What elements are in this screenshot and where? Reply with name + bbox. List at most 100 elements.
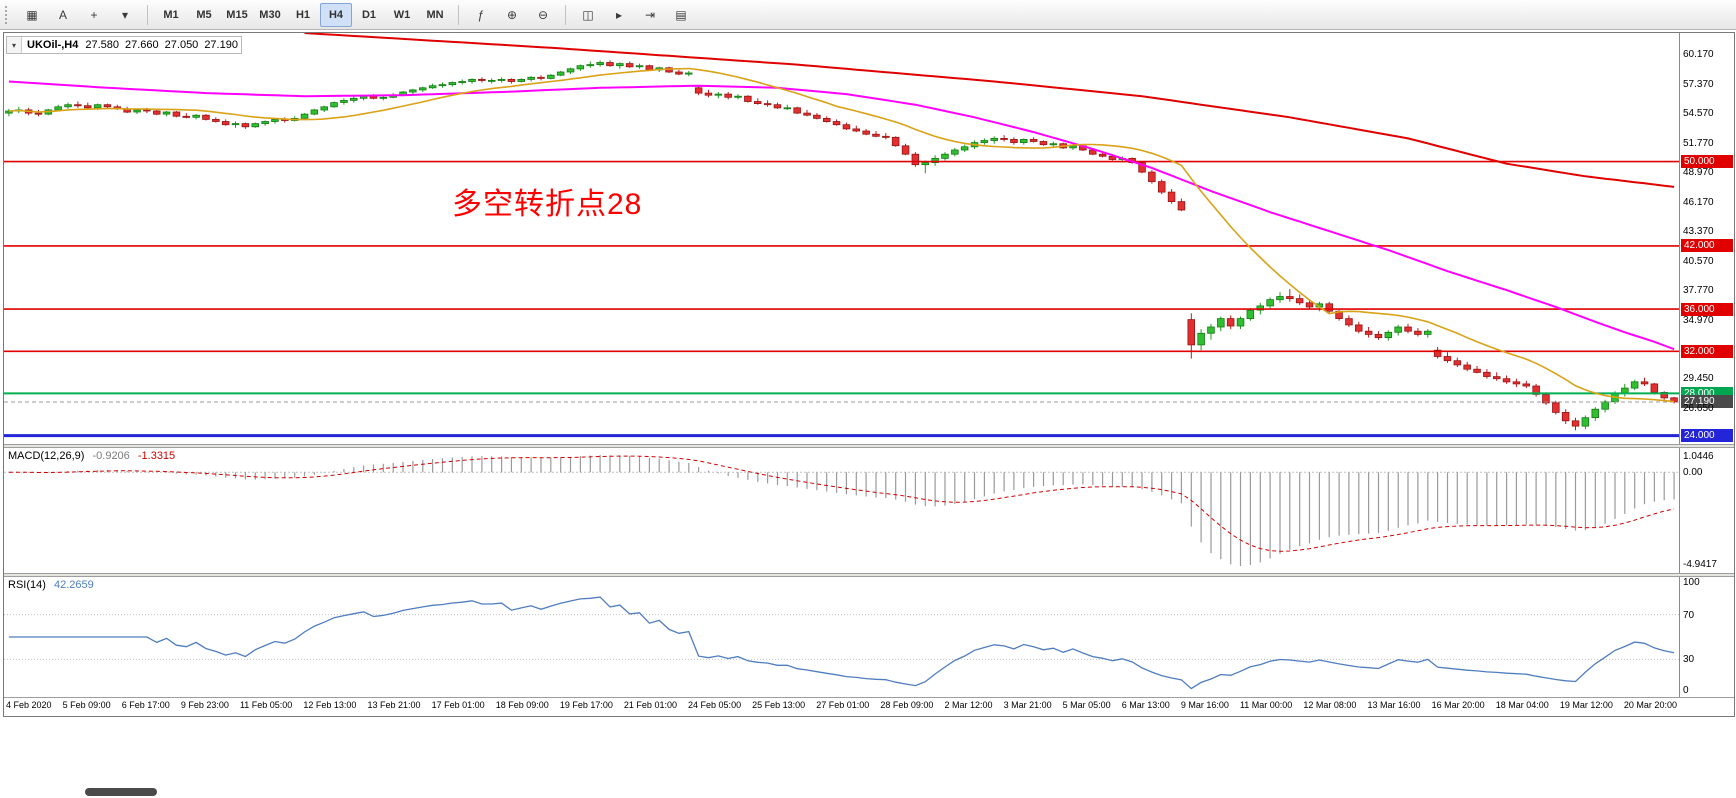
time-label: 19 Mar 12:00: [1559, 700, 1613, 710]
crosshair-tool-button[interactable]: +: [90, 7, 98, 22]
candle-body: [418, 87, 427, 91]
timeframe-d1-button[interactable]: D1: [361, 8, 377, 21]
chevron-down-icon[interactable]: ▾: [7, 37, 22, 53]
price-tick: 57.370: [1683, 78, 1714, 90]
timeframe-h4-button[interactable]: H4: [320, 2, 352, 27]
macd-axis[interactable]: 1.0446 0.00 -4.9417: [1679, 448, 1734, 573]
candle-body: [241, 123, 250, 128]
time-label: 28 Feb 09:00: [880, 700, 934, 710]
rsi-axis[interactable]: 100 70 30 0: [1679, 577, 1734, 697]
panel-splitter[interactable]: [4, 573, 1734, 577]
macd-chart-svg[interactable]: [4, 448, 1679, 573]
candle-body: [1177, 201, 1186, 211]
candle-body: [1414, 330, 1422, 335]
candle-body: [1020, 139, 1028, 144]
candle-body: [556, 71, 565, 76]
candle-body: [1217, 318, 1225, 328]
time-label: 19 Feb 17:00: [559, 700, 613, 710]
candle-body: [1493, 376, 1501, 380]
time-label: 6 Mar 13:00: [1121, 700, 1170, 710]
candle-body: [1552, 402, 1560, 413]
rsi-chart-svg[interactable]: [4, 577, 1679, 697]
price-tick: 40.570: [1683, 255, 1714, 267]
timeframe-m30-button[interactable]: M30: [259, 8, 281, 21]
candle-body: [1000, 138, 1008, 140]
candle-body: [428, 85, 437, 89]
candle-body: [813, 114, 821, 119]
candle-body: [231, 123, 240, 126]
candle-body: [931, 158, 939, 164]
candle-body: [1138, 162, 1146, 173]
templates-button[interactable]: ▤: [675, 7, 687, 22]
candle-body: [527, 76, 535, 80]
candle-body: [783, 107, 792, 110]
candle-body: [1098, 153, 1107, 157]
toolbar: ▦ A + ▾ M1 M5 M15 M30 H1 H4 D1 W1 MN ƒ ⊕…: [0, 0, 1736, 30]
time-label: 6 Feb 17:00: [121, 700, 170, 710]
time-label: 12 Mar 08:00: [1303, 700, 1357, 710]
candle-body: [162, 111, 171, 115]
zoom-in-button[interactable]: ⊕: [506, 7, 518, 22]
candle-body: [911, 153, 920, 166]
rsi-label: RSI(14) 42.2659: [8, 579, 94, 591]
candle-body: [64, 104, 72, 108]
candle-body: [754, 101, 762, 104]
candle-body: [1364, 330, 1373, 335]
candle-body: [192, 114, 200, 118]
price-tick: 60.170: [1683, 49, 1714, 61]
candle-body: [1443, 356, 1452, 362]
price-level-label: 27.190: [1681, 395, 1733, 409]
panel-splitter[interactable]: [4, 444, 1734, 448]
candle-body: [172, 111, 181, 117]
timeframe-m15-button[interactable]: M15: [226, 8, 248, 21]
time-label: 25 Feb 13:00: [752, 700, 806, 710]
timeframe-m1-button[interactable]: M1: [163, 8, 179, 21]
time-label: 21 Feb 01:00: [623, 700, 677, 710]
text-label-tool-button[interactable]: A: [58, 7, 67, 22]
time-label: 27 Feb 01:00: [816, 700, 870, 710]
toolbar-handle[interactable]: [5, 5, 11, 24]
indicators-button[interactable]: ƒ: [477, 7, 485, 22]
timeframe-h1-button[interactable]: H1: [295, 8, 311, 21]
timeframe-m5-button[interactable]: M5: [196, 8, 212, 21]
candle-body: [685, 72, 693, 75]
line-studies-dropdown[interactable]: ▾: [121, 7, 129, 22]
price-chart-svg[interactable]: [4, 33, 1679, 444]
time-label: 16 Mar 20:00: [1431, 700, 1485, 710]
price-level-label: 36.000: [1681, 302, 1733, 316]
macd-axis-max: 1.0446: [1683, 451, 1714, 462]
candle-body: [1473, 368, 1481, 373]
candle-body: [1256, 305, 1265, 311]
chart-shift-button[interactable]: ⇥: [644, 7, 656, 22]
candle-body: [980, 140, 989, 143]
scrollbar-thumb[interactable]: [85, 788, 157, 796]
candle-body: [487, 80, 496, 82]
candle-body: [340, 100, 348, 103]
price-tick: 48.970: [1683, 167, 1714, 179]
macd-axis-min: -4.9417: [1683, 559, 1717, 570]
candle-body: [261, 121, 269, 124]
candle-body: [645, 65, 654, 71]
time-label: 11 Feb 05:00: [239, 700, 293, 710]
candle-body: [202, 114, 210, 120]
auto-scroll-button[interactable]: ▸: [615, 7, 623, 22]
candle-body: [1246, 309, 1255, 320]
candle-body: [1601, 401, 1609, 410]
zoom-out-button[interactable]: ⊖: [537, 7, 549, 22]
candle-body: [1236, 318, 1245, 327]
price-level-label: 42.000: [1681, 239, 1733, 253]
candle-body: [635, 65, 644, 68]
candle-body: [1295, 298, 1304, 304]
time-label: 12 Feb 13:00: [303, 700, 357, 710]
price-level-label: 50.000: [1681, 155, 1733, 169]
candle-body: [1640, 381, 1649, 385]
timeframe-w1-button[interactable]: W1: [393, 8, 411, 21]
time-label: 2 Mar 12:00: [944, 700, 993, 710]
price-axis[interactable]: 50.000 42.000 36.000 32.000 28.000 24.000 27.1…: [1679, 33, 1734, 444]
market-watch-button[interactable]: ▦: [26, 7, 38, 22]
tile-windows-button[interactable]: ◫: [582, 7, 594, 22]
time-axis[interactable]: 4 Feb 2020 5 Feb 09:00 6 Feb 17:00 9 Feb 23…: [4, 697, 1734, 715]
candle-body: [566, 68, 575, 73]
timeframe-mn-button[interactable]: MN: [426, 8, 444, 21]
candle-body: [349, 97, 358, 101]
